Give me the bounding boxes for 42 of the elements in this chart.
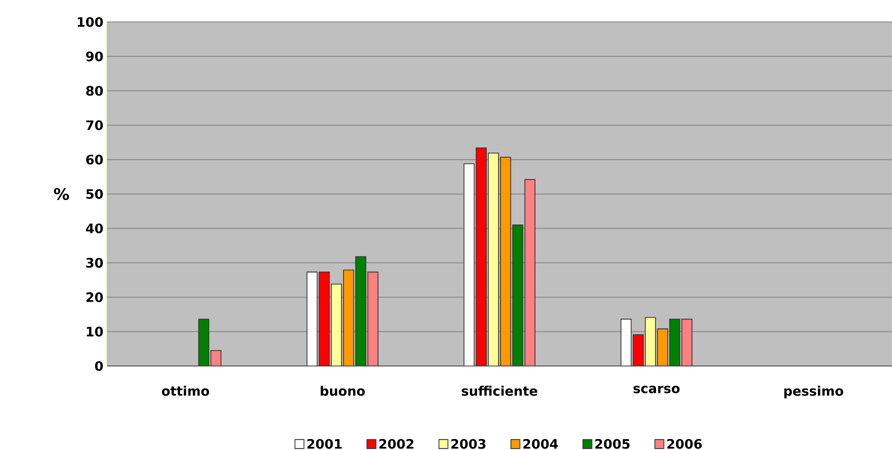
bar: [318, 272, 330, 366]
y-tick-label: 80: [86, 86, 103, 96]
bar: [681, 318, 692, 366]
x-tick-label: buono: [320, 386, 365, 396]
bar: [198, 318, 210, 366]
bar: [476, 148, 487, 366]
bar: [367, 272, 378, 366]
y-tick-label: 100: [78, 17, 103, 27]
bar: [512, 224, 524, 366]
bar: [620, 318, 632, 366]
y-tick-label: 20: [86, 292, 103, 302]
x-tick-label: sufficiente: [462, 386, 538, 396]
legend-label: 2002: [379, 438, 414, 449]
bar: [464, 163, 475, 366]
legend-label: 2004: [523, 438, 558, 449]
y-tick-label: 0: [95, 361, 103, 371]
bar: [343, 270, 354, 366]
y-tick-label: 70: [86, 120, 103, 130]
legend-label: 2003: [451, 438, 486, 449]
bar: [306, 272, 318, 366]
y-tick-label: 40: [86, 223, 103, 234]
legend-label: 2005: [595, 438, 630, 449]
bar: [657, 328, 668, 366]
bar: [632, 334, 644, 366]
y-axis-title: %: [54, 188, 69, 200]
bar: [500, 156, 512, 366]
y-tick-label: 30: [86, 258, 103, 268]
x-tick-label: scarso: [634, 386, 680, 394]
y-tick-label: 90: [86, 51, 103, 62]
bar: [524, 179, 536, 366]
bar: [488, 152, 499, 366]
legend-label: 2001: [307, 438, 342, 449]
bar: [330, 284, 342, 366]
legend-label: 2006: [667, 438, 702, 449]
x-tick-label: ottimo: [162, 386, 210, 396]
y-tick-label: 50: [86, 189, 103, 199]
x-tick-label: pessimo: [784, 386, 844, 398]
y-tick-label: 60: [86, 154, 103, 165]
y-tick-label: 10: [86, 326, 103, 337]
bar: [669, 318, 680, 366]
bar: [644, 317, 656, 366]
bar: [355, 256, 366, 366]
